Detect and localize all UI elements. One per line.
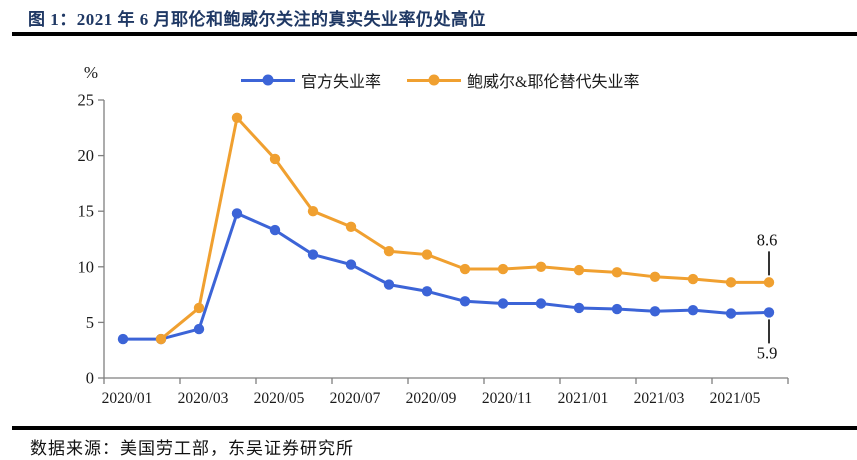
data-source-note: 数据来源：美国劳工部，东吴证券研究所 (30, 439, 354, 458)
data-point (117, 333, 129, 345)
data-point (345, 221, 357, 232)
y-axis-unit-label: % (84, 63, 98, 82)
data-point (193, 302, 205, 314)
footer-divider (12, 426, 857, 430)
data-point (649, 306, 661, 317)
legend-item-official: 官方失业率 (241, 68, 381, 92)
data-point (687, 273, 699, 285)
x-tick-label: 2020/09 (406, 390, 457, 407)
data-point (497, 263, 509, 275)
x-tick-label: 2020/01 (102, 390, 153, 407)
data-point (573, 264, 585, 276)
data-point (307, 206, 319, 217)
x-tick-label: 2021/03 (634, 390, 685, 407)
data-point (763, 307, 775, 318)
data-point (725, 277, 737, 288)
data-point (497, 298, 509, 309)
data-point (535, 261, 547, 272)
data-point (231, 208, 243, 219)
x-tick-label: 2020/03 (178, 390, 229, 407)
y-tick-label: 10 (78, 257, 95, 276)
x-tick-label: 2020/11 (482, 390, 532, 407)
data-point (573, 302, 585, 314)
data-point (687, 304, 699, 316)
data-point (383, 246, 395, 257)
dot-icon (428, 74, 440, 86)
data-point (421, 249, 433, 260)
x-tick-label: 2021/01 (558, 390, 609, 407)
data-point (231, 112, 243, 123)
legend-label-official: 官方失业率 (301, 74, 382, 91)
chart-title: 图 1：2021 年 6 月耶伦和鲍威尔关注的真实失业率仍处高位 (28, 10, 486, 29)
y-tick-label: 15 (78, 202, 95, 221)
line-marker-icon (407, 74, 462, 86)
y-tick-label: 5 (86, 313, 94, 332)
data-point (193, 323, 205, 335)
y-tick-label: 25 (78, 91, 95, 110)
data-point (155, 333, 167, 345)
x-tick-label: 2021/05 (710, 390, 761, 407)
data-point (307, 249, 319, 260)
data-point (269, 224, 281, 236)
data-point (763, 277, 775, 288)
end-value-label: 8.6 (757, 230, 778, 249)
series-line-0 (123, 211, 770, 341)
x-tick-label: 2020/07 (330, 390, 381, 407)
data-point (611, 267, 623, 278)
data-point (725, 308, 737, 319)
y-tick-label: 0 (86, 369, 94, 388)
data-point (269, 153, 281, 165)
data-point (459, 263, 471, 275)
dot-icon (262, 74, 274, 86)
data-point (421, 286, 433, 297)
data-point (535, 298, 547, 309)
data-point (611, 303, 623, 315)
line-marker-icon (241, 74, 295, 86)
legend-label-alternative: 鲍威尔&耶伦替代失业率 (467, 74, 640, 91)
data-point (649, 271, 661, 283)
end-value-label: 5.9 (757, 343, 778, 362)
data-point (383, 279, 395, 290)
chart-legend: 官方失业率 鲍威尔&耶伦替代失业率 (241, 68, 639, 92)
x-tick-label: 2020/05 (254, 390, 305, 407)
header-divider (12, 32, 857, 36)
y-tick-label: 20 (78, 146, 95, 165)
data-point (459, 296, 471, 307)
data-point (345, 259, 357, 270)
legend-item-alternative: 鲍威尔&耶伦替代失业率 (407, 68, 639, 92)
